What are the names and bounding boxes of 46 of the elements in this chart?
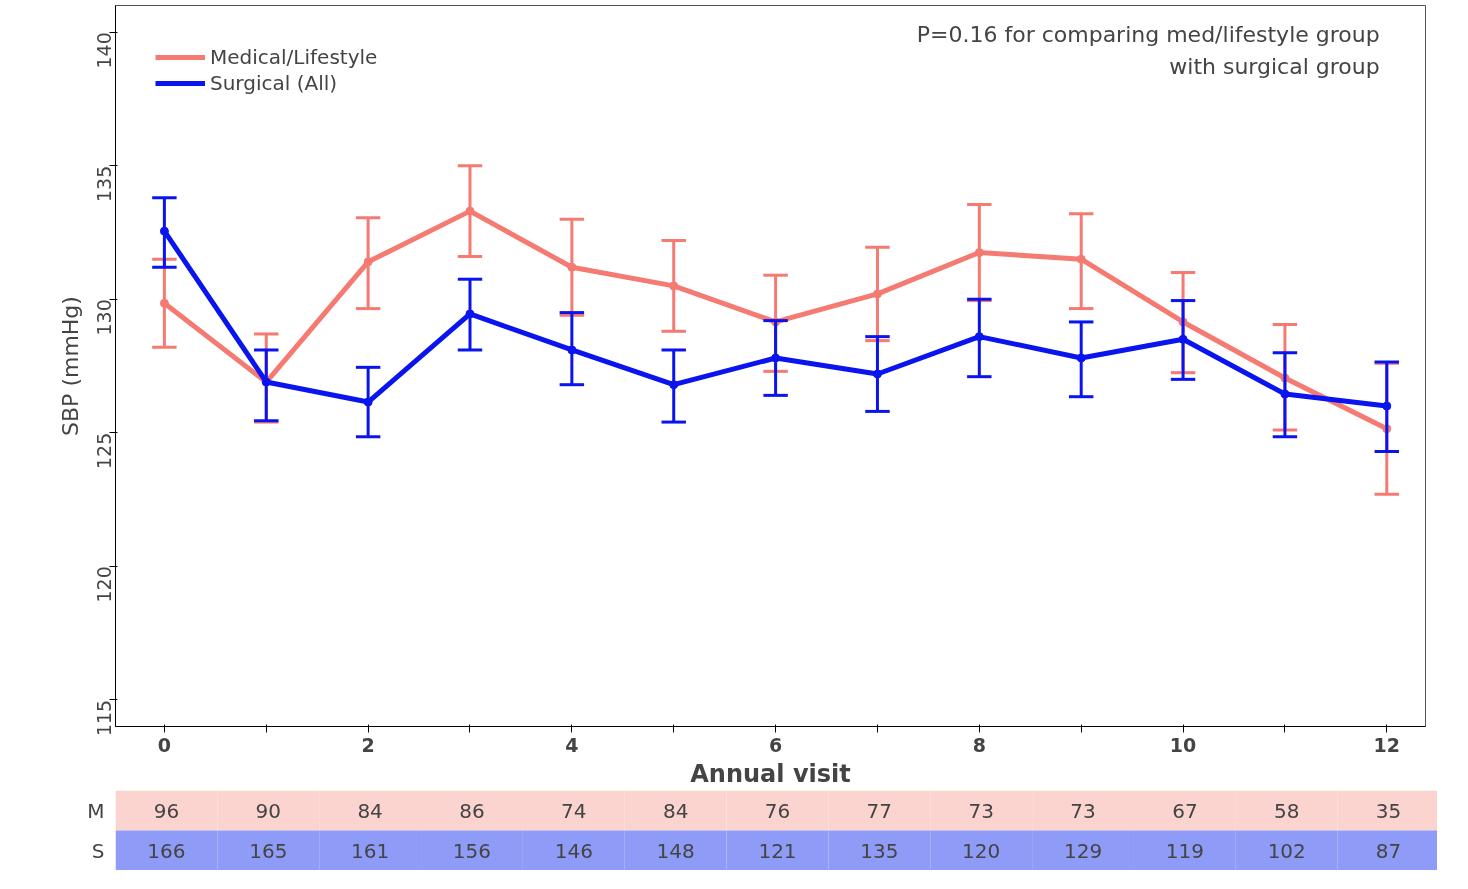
data-label: 120 <box>962 838 1001 863</box>
y-tick-label: 120 <box>93 566 116 603</box>
y-tick-label: 135 <box>93 165 116 202</box>
data-label: 73 <box>968 798 994 823</box>
data-label: 84 <box>357 798 383 823</box>
y-tick-label: M <box>87 798 105 823</box>
data-label: 156 <box>452 838 492 863</box>
y-tick-label: 125 <box>93 432 116 470</box>
data-label: 166 <box>147 838 186 863</box>
data-label: 135 <box>860 838 899 863</box>
data-label: 129 <box>1063 838 1103 863</box>
legend-label: Medical/Lifestyle <box>210 45 378 69</box>
legend-label: Surgical (All) <box>210 71 338 95</box>
x-axis-title: Annual visit <box>690 759 851 788</box>
annotation: P=0.16 for comparing med/lifestyle group with surgical group <box>916 21 1380 80</box>
data-label: 67 <box>1172 798 1198 823</box>
y-tick-label: 115 <box>93 699 116 737</box>
y-tick-label: 140 <box>93 32 116 69</box>
data-label: 76 <box>764 798 791 823</box>
data-label: 102 <box>1267 838 1306 863</box>
x-tick-label: 2 <box>361 733 375 756</box>
y-tick-label: S <box>91 838 105 863</box>
data-label: 90 <box>255 798 281 823</box>
x-tick-label: 8 <box>972 733 986 756</box>
x-tick-label: 6 <box>768 733 783 756</box>
x-tick-label: 10 <box>1169 733 1197 756</box>
data-label: 35 <box>1375 798 1402 823</box>
data-label: 119 <box>1165 838 1204 863</box>
data-label: 73 <box>1070 798 1096 823</box>
y-tick-label: 130 <box>93 299 116 336</box>
data-label: 74 <box>561 798 587 823</box>
data-label: 148 <box>656 838 695 863</box>
x-tick-label: 0 <box>157 733 172 756</box>
data-label: 161 <box>351 838 390 863</box>
data-label: 77 <box>866 798 893 823</box>
data-label: 165 <box>249 838 288 863</box>
data-label: 58 <box>1274 798 1300 823</box>
data-label: 86 <box>459 798 485 823</box>
data-label: 96 <box>153 798 180 823</box>
data-label: 87 <box>1375 838 1402 863</box>
data-label: 121 <box>758 838 797 863</box>
data-label: 146 <box>554 838 593 863</box>
x-tick-label: 12 <box>1373 733 1401 756</box>
data-label: 84 <box>662 798 689 823</box>
x-tick-label: 4 <box>565 733 579 756</box>
y-axis-title: SBP (mmHg) <box>57 296 83 436</box>
